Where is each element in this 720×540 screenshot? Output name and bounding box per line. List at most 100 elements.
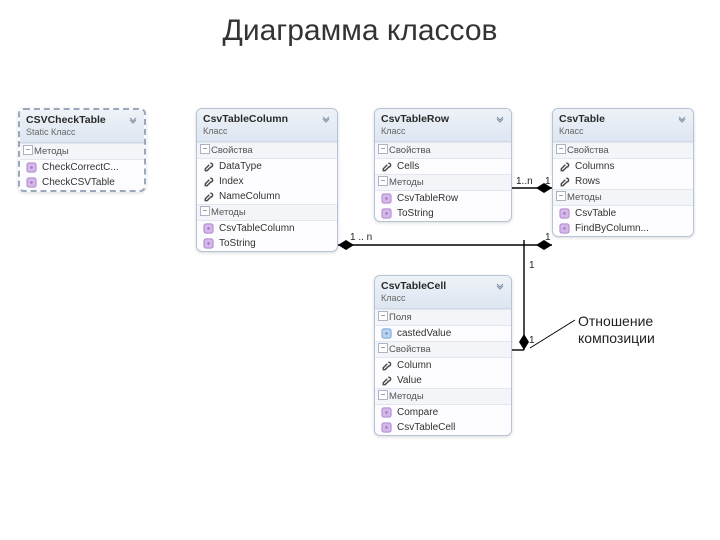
member-label: CsvTable — [575, 208, 616, 219]
member-label: CheckCorrectC... — [42, 162, 119, 173]
chevron-down-icon[interactable] — [320, 114, 332, 126]
member: Columns — [553, 159, 693, 174]
member-label: ToString — [219, 238, 256, 249]
class-name: CsvTable — [559, 113, 687, 125]
chevron-down-icon[interactable] — [127, 115, 139, 127]
prop-icon — [559, 161, 570, 172]
member: CsvTable — [553, 206, 693, 221]
method-icon — [381, 407, 392, 418]
member-label: Rows — [575, 176, 600, 187]
member: CsvTableColumn — [197, 221, 337, 236]
class-name: CsvTableRow — [381, 113, 505, 125]
member-label: DataType — [219, 161, 262, 172]
member-label: FindByColumn... — [575, 223, 649, 234]
field-icon — [381, 328, 392, 339]
method-icon — [26, 177, 37, 188]
mult-cell-bot1: 1 — [528, 335, 536, 346]
member-label: Column — [397, 360, 431, 371]
member: CheckCSVTable — [20, 175, 144, 190]
member: Rows — [553, 174, 693, 189]
member: Compare — [375, 405, 511, 420]
prop-icon — [381, 161, 392, 172]
class-header: CsvTableRowКласс — [375, 109, 511, 142]
member-label: ToString — [397, 208, 434, 219]
prop-icon — [381, 360, 392, 371]
member: CsvTableRow — [375, 191, 511, 206]
method-icon — [381, 208, 392, 219]
class-checkTable: CSVCheckTableStatic КлассМетодыCheckCorr… — [18, 108, 146, 192]
member-label: Index — [219, 176, 243, 187]
page-title: Диаграмма классов — [223, 14, 498, 48]
section-Свойства[interactable]: Свойства — [375, 142, 511, 159]
prop-icon — [203, 191, 214, 202]
class-header: CSVCheckTableStatic Класс — [20, 110, 144, 143]
mult-col-1: 1 — [544, 232, 552, 243]
member-label: Columns — [575, 161, 614, 172]
section-Методы[interactable]: Методы — [20, 143, 144, 160]
class-stereotype: Класс — [203, 126, 331, 136]
section-Методы[interactable]: Методы — [197, 204, 337, 221]
section-Методы[interactable]: Методы — [375, 174, 511, 191]
member: ToString — [375, 206, 511, 221]
member-label: CheckCSVTable — [42, 177, 115, 188]
member-label: Compare — [397, 407, 438, 418]
member: CsvTableCell — [375, 420, 511, 435]
class-name: CSVCheckTable — [26, 114, 138, 126]
section-Свойства[interactable]: Свойства — [553, 142, 693, 159]
relationships — [0, 0, 720, 540]
section-Методы[interactable]: Методы — [375, 388, 511, 405]
method-icon — [559, 223, 570, 234]
class-name: CsvTableCell — [381, 280, 505, 292]
member: Cells — [375, 159, 511, 174]
member: Value — [375, 373, 511, 388]
class-cell: CsvTableCellКлассПоляcastedValueСвойства… — [374, 275, 512, 436]
class-table: CsvTableКлассСвойстваColumnsRowsМетодыCs… — [552, 108, 694, 237]
prop-icon — [381, 375, 392, 386]
chevron-down-icon[interactable] — [676, 114, 688, 126]
method-icon — [559, 208, 570, 219]
method-icon — [203, 238, 214, 249]
section-Свойства[interactable]: Свойства — [197, 142, 337, 159]
class-header: CsvTableКласс — [553, 109, 693, 142]
class-column: CsvTableColumnКлассСвойстваDataTypeIndex… — [196, 108, 338, 252]
class-stereotype: Static Класс — [26, 127, 138, 137]
member: FindByColumn... — [553, 221, 693, 236]
member-label: CsvTableColumn — [219, 223, 295, 234]
member: Index — [197, 174, 337, 189]
class-row: CsvTableRowКлассСвойстваCellsМетодыCsvTa… — [374, 108, 512, 222]
method-icon — [26, 162, 37, 173]
mult-cell-top1: 1 — [528, 260, 536, 271]
section-Поля[interactable]: Поля — [375, 309, 511, 326]
composition-annotation: Отношение композиции — [578, 313, 655, 347]
mult-row-n: 1..n — [515, 176, 534, 187]
method-icon — [381, 422, 392, 433]
class-stereotype: Класс — [381, 126, 505, 136]
member-label: CsvTableCell — [397, 422, 455, 433]
member: DataType — [197, 159, 337, 174]
section-Свойства[interactable]: Свойства — [375, 341, 511, 358]
member: NameColumn — [197, 189, 337, 204]
member-label: CsvTableRow — [397, 193, 458, 204]
class-header: CsvTableCellКласс — [375, 276, 511, 309]
member: CheckCorrectC... — [20, 160, 144, 175]
member: castedValue — [375, 326, 511, 341]
class-header: CsvTableColumnКласс — [197, 109, 337, 142]
member-label: Value — [397, 375, 422, 386]
member-label: NameColumn — [219, 191, 280, 202]
method-icon — [381, 193, 392, 204]
class-stereotype: Класс — [559, 126, 687, 136]
method-icon — [203, 223, 214, 234]
mult-col-n: 1 .. n — [349, 232, 373, 243]
mult-row-1: 1 — [544, 176, 552, 187]
prop-icon — [203, 161, 214, 172]
class-stereotype: Класс — [381, 293, 505, 303]
chevron-down-icon[interactable] — [494, 114, 506, 126]
member-label: Cells — [397, 161, 419, 172]
chevron-down-icon[interactable] — [494, 281, 506, 293]
member-label: castedValue — [397, 328, 451, 339]
class-name: CsvTableColumn — [203, 113, 331, 125]
prop-icon — [203, 176, 214, 187]
section-Методы[interactable]: Методы — [553, 189, 693, 206]
member: ToString — [197, 236, 337, 251]
member: Column — [375, 358, 511, 373]
